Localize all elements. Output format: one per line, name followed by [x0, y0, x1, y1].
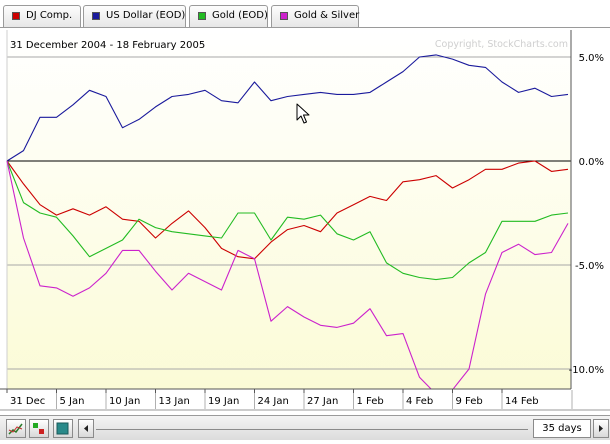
arrow-right-icon: [599, 425, 603, 432]
legend-tab-us-dollar[interactable]: US Dollar (EOD): [83, 5, 186, 27]
legend-tab-label: DJ Comp.: [26, 10, 73, 21]
x-tick-label: 1 Feb: [357, 396, 384, 407]
gold-color-swatch: [198, 12, 206, 20]
us-dollar-color-swatch: [92, 12, 100, 20]
x-tick-label: 9 Feb: [456, 396, 483, 407]
scroll-right-button[interactable]: [593, 419, 609, 438]
x-tick-label: 27 Jan: [307, 396, 338, 407]
performance-chart[interactable]: 31 December 2004 - 18 February 2005 Copy…: [0, 30, 610, 415]
x-tick-label: 31 Dec: [10, 396, 45, 407]
x-tick-label: 10 Jan: [109, 396, 140, 407]
chart-toolbar: 35 days: [0, 415, 610, 440]
time-scroll-track[interactable]: [96, 429, 528, 430]
dj-comp-color-swatch: [12, 12, 20, 20]
plot-background: [7, 30, 571, 389]
series-line-gold-eod: [6, 160, 569, 281]
legend-tab-label: Gold (EOD): [212, 10, 268, 21]
x-tick-label: 14 Feb: [505, 396, 539, 407]
chart-area[interactable]: 31 December 2004 - 18 February 2005 Copy…: [0, 30, 610, 415]
tab-bar-divider: [0, 27, 610, 28]
legend-tab-gold-silver[interactable]: Gold & Silver: [271, 5, 359, 27]
watermark: Copyright, StockCharts.com: [435, 39, 568, 50]
fill-tool-button[interactable]: [53, 419, 73, 438]
gold-silver-color-swatch: [280, 12, 288, 20]
legend-tab-dj-comp[interactable]: DJ Comp.: [3, 5, 81, 27]
period-selector[interactable]: 35 days: [533, 419, 591, 438]
legend-tab-label: US Dollar (EOD): [106, 10, 186, 21]
line-chart-tool-button[interactable]: [6, 419, 26, 438]
legend-tab-gold[interactable]: Gold (EOD): [189, 5, 268, 27]
x-tick-label: 13 Jan: [159, 396, 190, 407]
color-squares-icon: [33, 423, 44, 434]
x-tick-label: 5 Jan: [60, 396, 85, 407]
series-line-gold-silver: [6, 160, 569, 395]
x-tick-label: 4 Feb: [406, 396, 433, 407]
legend-tab-label: Gold & Silver: [294, 10, 360, 21]
y-tick-label: 0.0%: [579, 157, 604, 168]
y-tick-label: -10.0%: [569, 365, 604, 376]
scroll-left-button[interactable]: [78, 419, 94, 438]
arrow-left-icon: [84, 425, 88, 432]
series-lines: [6, 54, 569, 395]
y-axis-labels: 5.0% 0.0% -5.0% -10.0%: [569, 53, 604, 376]
color-style-tool-button[interactable]: [29, 419, 49, 438]
series-line-dj-comp: [6, 160, 569, 260]
series-line-us-dollar-eod: [6, 54, 569, 162]
x-axis-band: [0, 389, 610, 415]
y-tick-label: 5.0%: [579, 53, 604, 64]
fill-square-icon: [56, 422, 69, 435]
x-axis: 31 Dec 5 Jan 10 Jan 13 Jan 19 Jan 24 Jan 27 Ja…: [0, 388, 610, 415]
x-tick-label: 19 Jan: [208, 396, 239, 407]
gridlines: [6, 30, 572, 389]
legend-tab-bar: DJ Comp. US Dollar (EOD) Gold (EOD) Gold…: [0, 0, 610, 30]
y-tick-label: -5.0%: [575, 261, 604, 272]
date-range-label: 31 December 2004 - 18 February 2005: [10, 40, 205, 51]
mouse-cursor-icon: [296, 103, 310, 124]
x-tick-label: 24 Jan: [258, 396, 289, 407]
line-chart-icon: [8, 423, 23, 435]
